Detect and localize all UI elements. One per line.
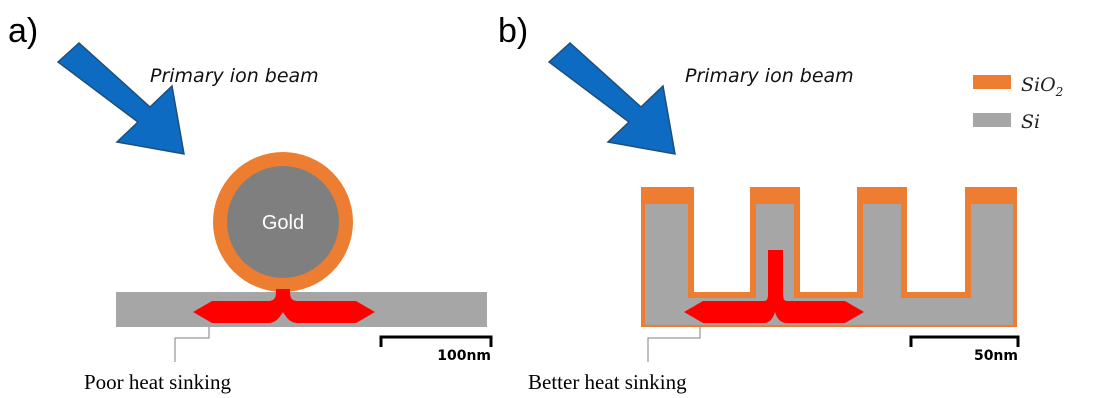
panel-b-label: b) xyxy=(498,12,528,50)
heat-flow xyxy=(193,289,375,323)
legend-label-sio2: SiO2 xyxy=(1021,74,1063,99)
caption-a: Poor heat sinking xyxy=(84,370,231,394)
scale-bar-b-label: 50nm xyxy=(974,348,1018,364)
caption-b: Better heat sinking xyxy=(528,370,687,394)
panel-a-label: a) xyxy=(8,12,38,50)
ion-beam-arrow xyxy=(547,41,676,155)
legend: SiO2 Si xyxy=(973,74,1063,133)
ion-beam-arrow xyxy=(56,41,185,155)
scale-bar-a-label: 100nm xyxy=(437,348,491,364)
legend-swatch-si xyxy=(973,113,1011,127)
ion-beam-label: Primary ion beam xyxy=(150,65,319,87)
panel-a: a) Primary ion beam Gold 100nm Poor heat… xyxy=(8,12,493,394)
panel-b: b) Primary ion beam SiO2 Si 50nm Better … xyxy=(498,12,1063,394)
ion-beam-label: Primary ion beam xyxy=(685,65,854,87)
caption-b-leader xyxy=(647,327,701,362)
heat-flow xyxy=(684,250,864,323)
gold-core xyxy=(227,166,339,278)
scale-bar-b: 50nm xyxy=(909,335,1020,364)
gold-particle-label: Gold xyxy=(262,212,304,234)
si-trench-substrate xyxy=(645,204,1013,325)
legend-label-si: Si xyxy=(1021,111,1040,133)
caption-a-leader xyxy=(174,327,210,362)
scale-bar-a: 100nm xyxy=(379,335,493,364)
sio2-coating xyxy=(641,187,1017,327)
legend-swatch-sio2 xyxy=(973,75,1011,89)
